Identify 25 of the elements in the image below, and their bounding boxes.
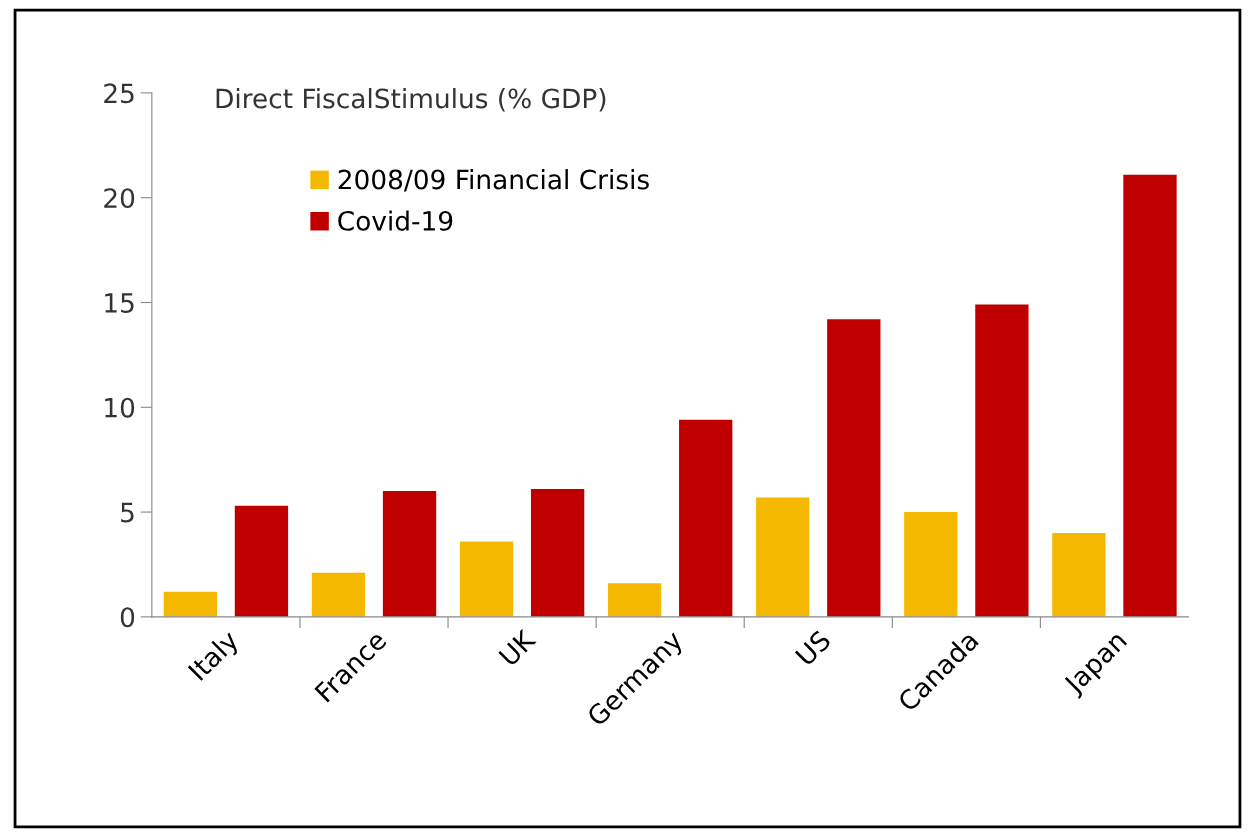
bar [607, 583, 662, 617]
chart-title: Direct FiscalStimulus (% GDP) [216, 88, 606, 112]
legend-label: 2008/09 Financial Crisis [338, 169, 649, 192]
y-tick-label: 25 [104, 83, 134, 104]
bar [382, 491, 437, 617]
bar [459, 541, 514, 617]
y-tick-label: 20 [104, 188, 135, 209]
bar [756, 497, 810, 617]
bar [234, 505, 289, 617]
bar [163, 591, 218, 617]
bar [827, 319, 881, 617]
legend-label: Covid-19 [338, 210, 453, 231]
x-tick-label: US [794, 629, 832, 667]
bar [311, 572, 366, 617]
y-tick-label: 5 [121, 502, 134, 523]
bar [1123, 174, 1177, 617]
bar [530, 489, 585, 617]
bar [904, 512, 958, 617]
bar [679, 419, 733, 617]
bar [975, 304, 1029, 617]
y-tick-label: 0 [120, 607, 135, 628]
y-tick-label: 10 [105, 397, 135, 418]
y-tick-label: 15 [105, 293, 134, 313]
x-tick-label: UK [498, 628, 537, 667]
bar [1052, 533, 1106, 617]
